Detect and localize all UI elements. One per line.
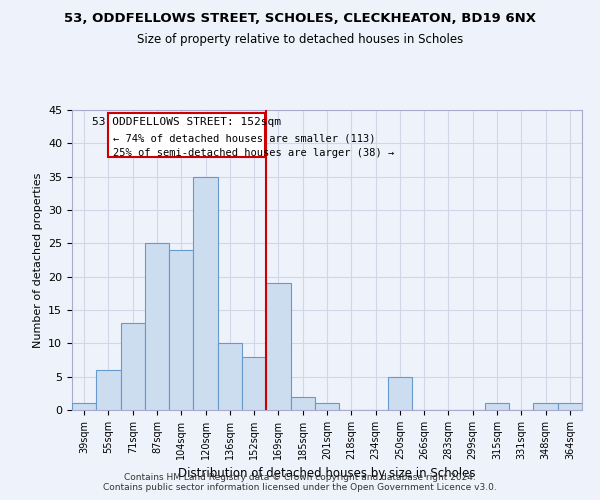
Bar — [169, 250, 193, 410]
Bar — [242, 356, 266, 410]
Text: 53 ODDFELLOWS STREET: 152sqm: 53 ODDFELLOWS STREET: 152sqm — [92, 116, 281, 126]
Bar — [533, 404, 558, 410]
FancyBboxPatch shape — [109, 114, 265, 156]
Bar — [121, 324, 145, 410]
Text: Size of property relative to detached houses in Scholes: Size of property relative to detached ho… — [137, 32, 463, 46]
Bar — [315, 404, 339, 410]
Bar — [193, 176, 218, 410]
Bar — [72, 404, 96, 410]
Text: 25% of semi-detached houses are larger (38) →: 25% of semi-detached houses are larger (… — [113, 148, 395, 158]
Text: Contains HM Land Registry data © Crown copyright and database right 2024.: Contains HM Land Registry data © Crown c… — [124, 472, 476, 482]
Bar — [290, 396, 315, 410]
Bar — [266, 284, 290, 410]
Bar — [96, 370, 121, 410]
Bar — [218, 344, 242, 410]
Bar — [388, 376, 412, 410]
Text: 53, ODDFELLOWS STREET, SCHOLES, CLECKHEATON, BD19 6NX: 53, ODDFELLOWS STREET, SCHOLES, CLECKHEA… — [64, 12, 536, 26]
Bar — [485, 404, 509, 410]
X-axis label: Distribution of detached houses by size in Scholes: Distribution of detached houses by size … — [178, 468, 476, 480]
Text: Contains public sector information licensed under the Open Government Licence v3: Contains public sector information licen… — [103, 484, 497, 492]
Bar — [145, 244, 169, 410]
Text: ← 74% of detached houses are smaller (113): ← 74% of detached houses are smaller (11… — [113, 134, 376, 143]
Y-axis label: Number of detached properties: Number of detached properties — [32, 172, 43, 348]
Bar — [558, 404, 582, 410]
